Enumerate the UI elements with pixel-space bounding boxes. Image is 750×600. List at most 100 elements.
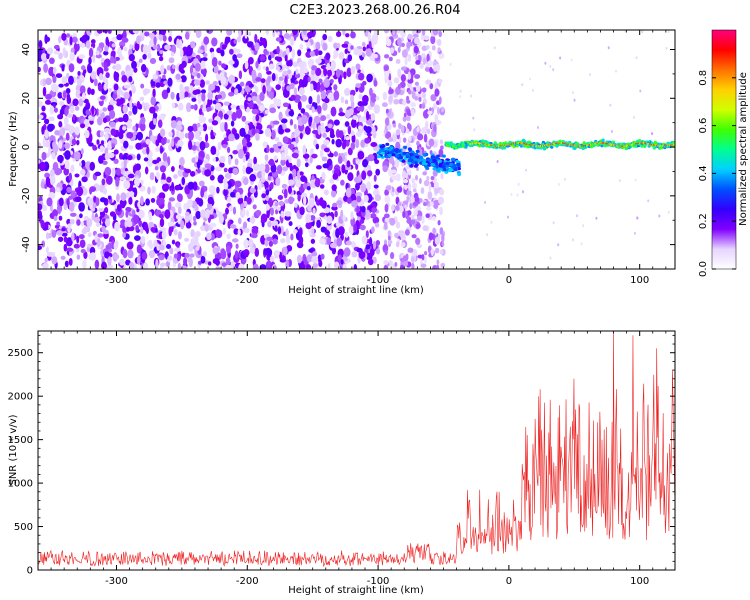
spectrogram-cell: [132, 187, 136, 193]
spectrogram-cell: [416, 166, 419, 172]
spectrogram-cell: [149, 57, 157, 65]
spectrogram-cell: [208, 261, 212, 266]
spectrogram-cell: [180, 165, 184, 170]
spectrogram-cell: [95, 50, 100, 56]
spectrogram-cell: [384, 203, 389, 213]
spectrogram-cell: [413, 37, 420, 45]
spectrogram-cell: [224, 121, 228, 132]
spectrogram-cell: [95, 108, 99, 116]
spectrogram-cell: [334, 210, 338, 218]
spectrogram-cell: [388, 260, 393, 266]
spectrogram-cell: [519, 144, 524, 148]
spectrogram-cell: [397, 83, 402, 90]
spectrogram-cell: [365, 48, 372, 57]
spectrogram-cell: [315, 165, 322, 170]
spectrogram-cell: [419, 62, 424, 69]
spectrogram-cell: [404, 204, 408, 210]
spectrogram-cell: [146, 146, 150, 155]
spectrogram-cell: [165, 243, 172, 250]
spectrogram-cell: [310, 65, 318, 71]
spectrogram-cell: [356, 195, 362, 203]
spectrogram-cell: [173, 247, 181, 252]
spectrogram-cell: [189, 253, 195, 258]
spectrogram-cell: [178, 102, 184, 111]
spectrogram-cell: [355, 63, 361, 71]
spectrogram-cell: [139, 122, 146, 132]
spectrogram-cell: [232, 206, 237, 215]
spectrogram-cell: [175, 130, 180, 137]
spectrogram-cell: [389, 146, 394, 150]
spectrogram-cell: [404, 229, 410, 236]
spectrogram-cell: [667, 210, 670, 214]
spectrogram-cell: [38, 40, 43, 49]
spectrogram-cell: [43, 63, 49, 73]
spectrogram-cell: [407, 53, 412, 62]
spectrogram-cell: [369, 213, 377, 219]
spectrogram-cell: [248, 83, 254, 88]
spectrogram-cell: [349, 89, 356, 97]
spectrogram-cell: [399, 264, 405, 269]
spectrogram-cell: [58, 121, 63, 128]
spectrogram-cell: [249, 187, 257, 194]
spectrogram-cell: [315, 143, 320, 150]
spectrogram-cell: [215, 266, 221, 269]
spectrogram-cell: [407, 147, 412, 151]
spectrogram-cell: [391, 204, 395, 212]
spectrogram-cell: [68, 63, 75, 73]
spectrogram-cell: [392, 30, 396, 36]
spectrogram-cell: [391, 169, 397, 174]
spectrogram-cell: [189, 213, 193, 223]
spectrogram-cell: [109, 121, 116, 128]
spectrogram-cell: [333, 42, 339, 49]
spectrogram-cell: [444, 170, 449, 174]
spectrogram-cell: [427, 191, 433, 200]
spectrogram-cell: [145, 138, 151, 145]
spectrogram-cell: [64, 150, 71, 160]
spectrogram-cell: [210, 129, 214, 139]
spectrogram-cell: [117, 47, 122, 57]
spectrogram-cell: [516, 193, 519, 197]
spectrogram-cell: [49, 168, 55, 178]
spectrogram-cell: [311, 251, 318, 257]
spectrogram-cell: [114, 221, 121, 232]
spectrogram-cell: [312, 262, 319, 269]
spectrogram-cell: [557, 182, 560, 186]
spectrogram-cell: [173, 229, 178, 236]
spectrogram-cell: [373, 80, 378, 87]
spectrogram-cell: [387, 230, 392, 236]
spectrogram-cell: [372, 53, 378, 59]
spectrogram-cell: [247, 97, 252, 102]
spectrogram-cell: [298, 171, 304, 176]
spectrogram-cell: [439, 139, 444, 145]
spectrogram-cell: [363, 194, 369, 203]
spectrogram-cell: [402, 137, 407, 143]
spectrogram-cell: [305, 104, 311, 109]
spectrogram-cell: [169, 247, 174, 255]
spectrogram-cell: [200, 63, 206, 68]
spectrogram-cell: [360, 183, 367, 193]
spectrogram-cell: [459, 95, 462, 99]
spectrogram-cell: [418, 96, 422, 102]
spectrogram-cell: [94, 259, 100, 269]
spectrogram-cell: [319, 197, 324, 207]
spectrogram-cell: [432, 159, 437, 163]
spectrogram-cell: [228, 155, 232, 165]
spectrogram-cell: [184, 168, 192, 174]
spectrogram-cell: [59, 108, 64, 118]
spectrogram-cell: [160, 147, 164, 153]
spectrogram-cell: [350, 141, 356, 151]
spectrogram-cell: [303, 67, 309, 74]
spectrogram-cell: [300, 94, 308, 102]
spectrogram-cell: [68, 75, 74, 86]
spectrogram-cell: [41, 204, 48, 212]
spectrogram-cell: [278, 76, 284, 81]
spectrogram-cell: [241, 137, 247, 147]
y-tick-label: 40: [21, 43, 32, 56]
spectrogram-cell: [383, 30, 390, 34]
spectrogram-cell: [277, 206, 281, 212]
spectrogram-cell: [88, 47, 94, 58]
spectrogram-cell: [384, 189, 389, 197]
spectrogram-cell: [254, 247, 260, 257]
spectrogram-cell: [406, 41, 411, 49]
